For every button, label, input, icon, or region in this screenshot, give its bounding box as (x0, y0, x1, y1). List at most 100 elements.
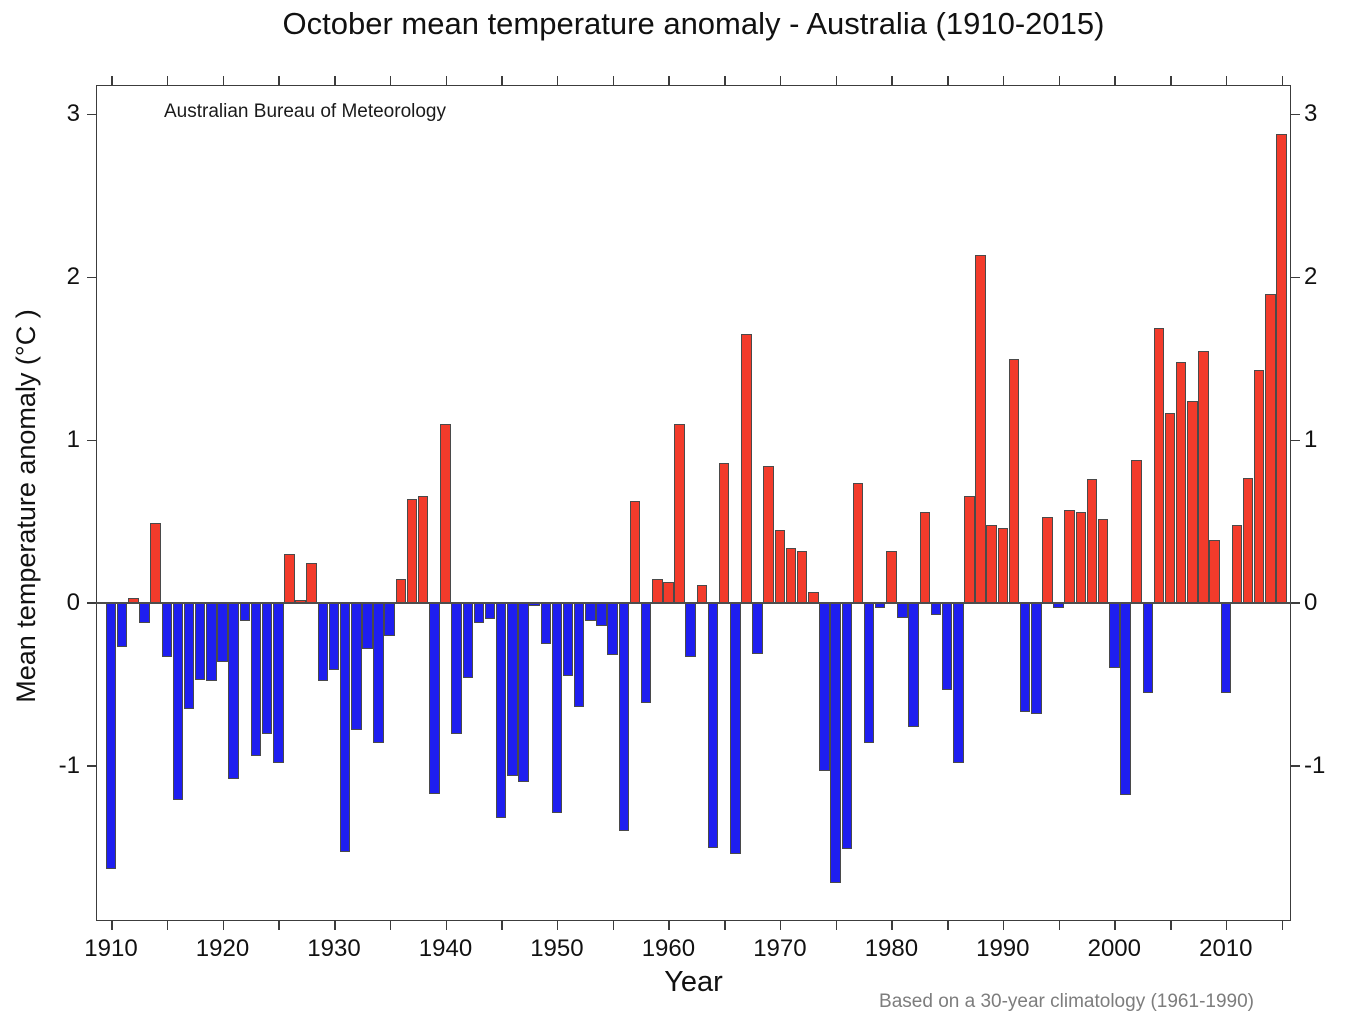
y-tick-left--1 (87, 765, 96, 767)
bar-2008 (1198, 350, 1209, 604)
x-tick-bottom-1945 (501, 921, 503, 930)
bar-1953 (585, 603, 596, 622)
bar-1923 (250, 603, 262, 757)
bar-2009 (1209, 539, 1220, 604)
bar-1975 (830, 603, 841, 884)
y-tick-right-2 (1291, 276, 1300, 279)
chart-title: October mean temperature anomaly - Austr… (282, 6, 1105, 41)
x-tick-bottom-1995 (1058, 921, 1061, 930)
y-tick-label-right-3: 3 (1304, 100, 1318, 128)
bar-1967 (741, 334, 752, 604)
x-tick-label-1970: 1970 (753, 935, 807, 962)
bar-1982 (908, 603, 919, 728)
bar-1920 (217, 603, 228, 662)
x-tick-top-2000 (1114, 76, 1116, 85)
bar-1958 (640, 603, 652, 703)
bar-1915 (161, 603, 173, 657)
x-tick-top-1920 (222, 76, 225, 85)
x-tick-top-2015 (1281, 76, 1284, 85)
x-axis-title: Year (664, 966, 723, 998)
bar-1985 (941, 603, 953, 690)
x-tick-bottom-1955 (612, 921, 615, 930)
bar-2004 (1153, 327, 1165, 604)
y-tick-label-left-1: 1 (66, 426, 80, 454)
x-tick-top-1995 (1058, 76, 1061, 85)
bar-2013 (1253, 370, 1265, 604)
bar-1972 (796, 551, 808, 604)
bar-1960 (663, 582, 674, 604)
bar-1916 (172, 603, 184, 801)
x-tick-label-2000: 2000 (1087, 935, 1141, 962)
bar-1993 (1031, 603, 1042, 714)
x-tick-bottom-1950 (556, 921, 559, 930)
x-tick-top-1990 (1002, 76, 1005, 85)
x-tick-bottom-2015 (1281, 921, 1284, 930)
bar-1910 (105, 603, 117, 869)
x-tick-top-1945 (501, 76, 503, 85)
bar-1944 (484, 603, 496, 620)
bar-1977 (852, 482, 864, 604)
y-tick-left-3 (87, 113, 96, 116)
x-tick-top-1955 (612, 76, 615, 85)
x-tick-bottom-2010 (1225, 921, 1228, 930)
x-tick-bottom-1960 (668, 921, 670, 930)
x-tick-label-1950: 1950 (530, 935, 584, 962)
bar-1966 (730, 603, 741, 855)
bar-1962 (685, 603, 696, 657)
x-tick-top-1915 (166, 76, 169, 85)
bar-2015 (1276, 133, 1287, 604)
x-tick-top-2010 (1225, 76, 1228, 85)
bar-1996 (1064, 510, 1075, 604)
y-tick-label-right--1: -1 (1304, 752, 1326, 780)
x-tick-bottom-1985 (947, 921, 949, 930)
x-tick-bottom-1925 (278, 921, 280, 930)
bar-1929 (317, 603, 329, 682)
y-tick-right-3 (1291, 113, 1300, 116)
x-tick-bottom-1990 (1002, 921, 1005, 930)
bar-1957 (629, 500, 641, 604)
bar-2007 (1187, 401, 1198, 604)
bar-1971 (785, 547, 797, 604)
bar-1917 (183, 603, 195, 710)
x-tick-top-1985 (947, 76, 949, 85)
bar-1943 (473, 603, 485, 623)
y-tick-label-left-3: 3 (66, 100, 80, 128)
bar-1991 (1008, 358, 1020, 604)
bar-1914 (150, 523, 161, 604)
bar-1954 (596, 603, 607, 626)
bar-1939 (429, 603, 440, 794)
bar-1911 (116, 603, 128, 648)
bar-1981 (897, 603, 908, 618)
x-tick-bottom-1970 (779, 921, 782, 930)
bar-1938 (417, 495, 429, 604)
y-tick-label-left--1: -1 (58, 752, 80, 780)
x-tick-top-1910 (111, 76, 113, 85)
bar-1930 (328, 603, 340, 670)
bar-1959 (652, 578, 663, 604)
bar-1933 (362, 603, 373, 649)
y-tick-label-right-2: 2 (1304, 263, 1318, 291)
x-tick-label-1920: 1920 (195, 935, 250, 962)
bar-1925 (273, 603, 284, 763)
x-tick-top-1935 (389, 76, 392, 85)
x-tick-top-1970 (779, 76, 782, 85)
x-tick-top-1965 (724, 76, 726, 85)
x-tick-bottom-2000 (1114, 921, 1116, 930)
climatology-footnote: Based on a 30-year climatology (1961-199… (879, 991, 1254, 1012)
bar-1964 (707, 603, 719, 848)
x-tick-label-1990: 1990 (976, 935, 1030, 962)
x-tick-top-1925 (278, 76, 280, 85)
bar-1949 (540, 603, 552, 644)
bar-1950 (551, 603, 563, 814)
x-tick-top-1975 (835, 76, 838, 85)
bar-2014 (1265, 293, 1276, 604)
bar-2005 (1164, 412, 1176, 604)
bar-1942 (462, 603, 474, 679)
x-tick-bottom-1975 (835, 921, 838, 930)
bar-1984 (930, 603, 942, 615)
x-tick-top-1980 (891, 76, 893, 85)
bar-1963 (696, 585, 708, 604)
x-tick-bottom-1935 (389, 921, 392, 930)
bar-1987 (964, 495, 975, 604)
y-tick-label-left-0: 0 (66, 589, 80, 617)
